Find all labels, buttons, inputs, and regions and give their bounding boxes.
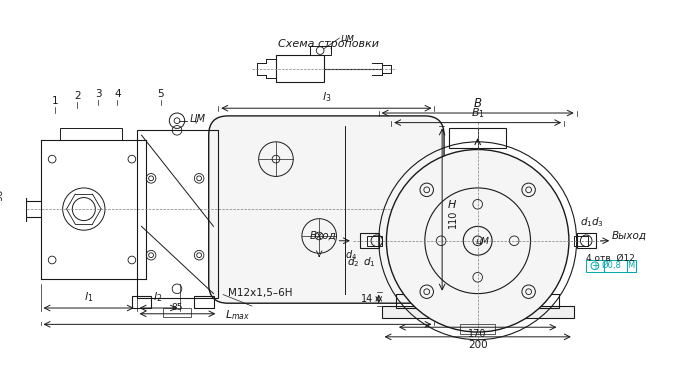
Text: цМ: цМ bbox=[475, 236, 489, 245]
Text: M: M bbox=[626, 261, 634, 270]
Text: $L_{max}$: $L_{max}$ bbox=[225, 308, 250, 322]
Text: $B_1$: $B_1$ bbox=[470, 106, 484, 120]
Bar bbox=[577, 233, 596, 248]
Bar bbox=[195, 297, 214, 308]
Bar bbox=[132, 297, 151, 308]
Text: 3: 3 bbox=[95, 89, 101, 98]
Text: Схема строповки: Схема строповки bbox=[279, 39, 379, 48]
Text: М12х1,5–6Н: М12х1,5–6Н bbox=[228, 288, 293, 298]
Text: $l_1$: $l_1$ bbox=[84, 290, 93, 304]
Bar bbox=[368, 236, 382, 245]
Text: 170: 170 bbox=[468, 329, 487, 339]
Text: Ø0,8: Ø0,8 bbox=[601, 261, 621, 270]
Text: B: B bbox=[474, 97, 482, 110]
Text: 14: 14 bbox=[361, 294, 373, 304]
Text: 96: 96 bbox=[0, 189, 4, 201]
Bar bbox=[574, 236, 588, 245]
Text: $d_3$: $d_3$ bbox=[592, 216, 604, 229]
Text: 200: 200 bbox=[468, 340, 487, 350]
Text: ЦМ: ЦМ bbox=[190, 114, 206, 124]
Bar bbox=[136, 130, 218, 298]
Bar bbox=[276, 55, 324, 82]
Text: Выход: Выход bbox=[612, 231, 648, 241]
Bar bbox=[626, 260, 636, 272]
Text: 4 отв  Ø12: 4 отв Ø12 bbox=[586, 254, 635, 263]
Text: 5: 5 bbox=[158, 89, 164, 98]
Bar bbox=[360, 233, 379, 248]
Bar bbox=[396, 294, 559, 308]
Text: H: H bbox=[448, 200, 456, 210]
Text: $d_1$: $d_1$ bbox=[580, 216, 592, 229]
Text: $d_4$: $d_4$ bbox=[345, 248, 358, 262]
Text: 110: 110 bbox=[448, 210, 458, 228]
Bar bbox=[449, 128, 507, 148]
Circle shape bbox=[386, 150, 569, 332]
Text: $d_1$: $d_1$ bbox=[363, 255, 375, 269]
Bar bbox=[162, 308, 191, 317]
Text: 4: 4 bbox=[114, 89, 121, 98]
Text: $l_2$: $l_2$ bbox=[153, 290, 162, 304]
Text: +: + bbox=[591, 261, 599, 271]
Bar bbox=[461, 325, 495, 334]
Text: 85: 85 bbox=[172, 303, 183, 312]
Text: 1: 1 bbox=[52, 96, 58, 106]
Text: Вход: Вход bbox=[309, 231, 337, 241]
Text: 2: 2 bbox=[74, 91, 80, 101]
FancyBboxPatch shape bbox=[209, 116, 444, 303]
Bar bbox=[586, 260, 636, 272]
Text: $l_3$: $l_3$ bbox=[322, 91, 331, 104]
Bar bbox=[309, 46, 330, 55]
Text: $d_2$: $d_2$ bbox=[346, 255, 359, 269]
Bar bbox=[60, 128, 122, 140]
Text: цм: цм bbox=[340, 32, 354, 42]
Bar bbox=[382, 306, 574, 318]
